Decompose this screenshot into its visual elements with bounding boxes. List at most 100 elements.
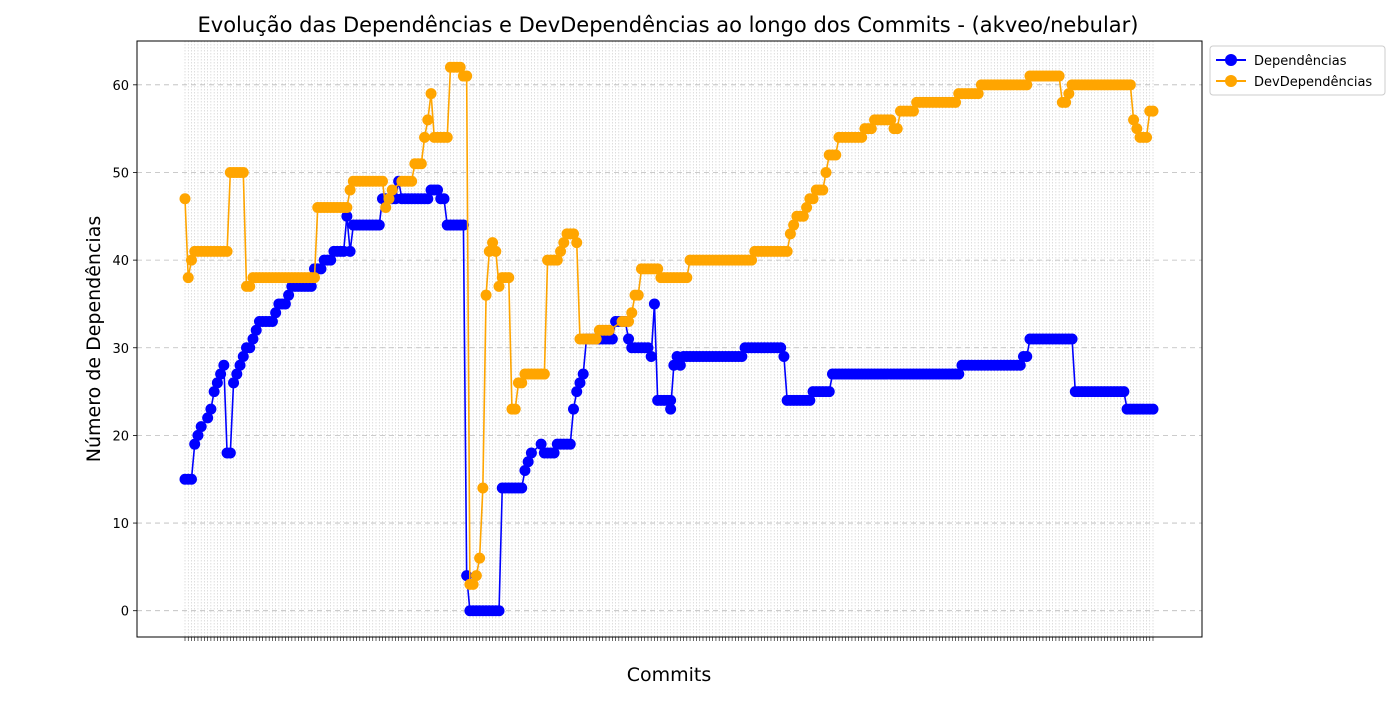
- legend-label-dependencias: Dependências: [1254, 54, 1347, 69]
- y-axis-ticks: 0 10 20 30 40 50 60: [112, 79, 137, 620]
- data-point-devdependencias: [652, 263, 664, 275]
- data-point-devdependencias: [538, 368, 550, 380]
- data-point-devdependencias: [950, 96, 962, 108]
- data-point-devdependencias: [1053, 70, 1065, 82]
- data-point-dependencias: [775, 342, 787, 354]
- data-point-dependencias: [344, 245, 356, 257]
- data-point-dependencias: [195, 421, 207, 433]
- y-tick-label: 0: [121, 605, 129, 620]
- data-point-dependencias: [325, 254, 337, 266]
- data-point-dependencias: [665, 403, 677, 415]
- data-point-devdependencias: [817, 184, 829, 196]
- data-point-devdependencias: [516, 377, 528, 389]
- data-point-devdependencias: [623, 315, 635, 327]
- data-point-dependencias: [736, 351, 748, 363]
- data-point-devdependencias: [480, 289, 492, 301]
- data-point-devdependencias: [470, 570, 482, 582]
- y-tick-label: 20: [112, 429, 129, 444]
- data-point-devdependencias: [551, 254, 563, 266]
- data-point-dependencias: [535, 438, 547, 450]
- data-point-devdependencias: [419, 131, 431, 143]
- data-point-devdependencias: [820, 166, 832, 178]
- data-point-dependencias: [438, 193, 450, 205]
- data-point-devdependencias: [221, 245, 233, 257]
- data-point-devdependencias: [406, 175, 418, 187]
- data-point-devdependencias: [626, 307, 638, 319]
- data-point-devdependencias: [490, 245, 502, 257]
- data-point-devdependencias: [461, 70, 473, 82]
- data-point-devdependencias: [567, 228, 579, 240]
- data-point-dependencias: [1021, 351, 1033, 363]
- data-point-dependencias: [645, 351, 657, 363]
- data-point-devdependencias: [467, 578, 479, 590]
- data-point-devdependencias: [788, 219, 800, 231]
- data-point-dependencias: [548, 447, 560, 459]
- data-point-dependencias: [205, 403, 217, 415]
- data-point-dependencias: [211, 377, 223, 389]
- data-point-dependencias: [373, 219, 385, 231]
- data-point-dependencias: [270, 307, 282, 319]
- series-layer: [179, 61, 1159, 617]
- data-point-dependencias: [341, 210, 353, 222]
- data-point-devdependencias: [477, 482, 489, 494]
- data-point-dependencias: [250, 324, 262, 336]
- data-point-devdependencias: [503, 272, 515, 284]
- data-point-dependencias: [665, 394, 677, 406]
- legend-box: [1209, 45, 1386, 96]
- x-axis-label: Commits: [627, 664, 712, 686]
- data-point-devdependencias: [807, 193, 819, 205]
- data-point-devdependencias: [380, 202, 392, 214]
- data-point-dependencias: [208, 386, 220, 398]
- y-tick-label: 30: [112, 342, 129, 357]
- data-point-devdependencias: [487, 237, 499, 249]
- series-dependencias: [179, 175, 1159, 617]
- data-point-devdependencias: [781, 245, 793, 257]
- data-point-devdependencias: [571, 237, 583, 249]
- legend: Dependências DevDependências: [1209, 45, 1386, 96]
- plot-frame: [136, 40, 1203, 638]
- data-point-devdependencias: [590, 333, 602, 345]
- data-point-devdependencias: [341, 202, 353, 214]
- data-point-devdependencias: [972, 88, 984, 100]
- data-point-dependencias: [283, 289, 295, 301]
- series-line-devdependencias: [184, 66, 1153, 586]
- data-point-dependencias: [279, 298, 291, 310]
- data-point-devdependencias: [454, 61, 466, 73]
- data-point-devdependencias: [441, 131, 453, 143]
- data-point-dependencias: [648, 298, 660, 310]
- data-point-dependencias: [432, 184, 444, 196]
- data-point-devdependencias: [1063, 88, 1075, 100]
- data-point-dependencias: [778, 351, 790, 363]
- data-point-dependencias: [623, 333, 635, 345]
- data-point-dependencias: [516, 482, 528, 494]
- data-point-dependencias: [1118, 386, 1130, 398]
- data-point-dependencias: [189, 438, 201, 450]
- data-point-devdependencias: [185, 254, 197, 266]
- legend-label-devdependencias: DevDependências: [1254, 75, 1372, 90]
- series-devdependencias: [179, 61, 1159, 590]
- data-point-devdependencias: [493, 280, 505, 292]
- legend-marker-dependencias: [1225, 54, 1237, 66]
- data-point-dependencias: [231, 368, 243, 380]
- data-point-dependencias: [674, 359, 686, 371]
- data-point-devdependencias: [474, 552, 486, 564]
- data-point-devdependencias: [1147, 105, 1159, 117]
- data-point-dependencias: [218, 359, 230, 371]
- data-point-dependencias: [1014, 359, 1026, 371]
- data-point-devdependencias: [383, 193, 395, 205]
- data-point-devdependencias: [558, 237, 570, 249]
- data-point-devdependencias: [415, 158, 427, 170]
- data-point-devdependencias: [1021, 79, 1033, 91]
- data-point-devdependencias: [797, 210, 809, 222]
- data-point-dependencias: [234, 359, 246, 371]
- data-point-devdependencias: [376, 175, 388, 187]
- data-point-devdependencias: [344, 184, 356, 196]
- data-point-dependencias: [224, 447, 236, 459]
- data-point-dependencias: [1066, 333, 1078, 345]
- data-point-devdependencias: [179, 193, 191, 205]
- data-point-dependencias: [564, 438, 576, 450]
- chart-title: Evolução das Dependências e DevDependênc…: [198, 13, 1139, 37]
- data-point-dependencias: [606, 333, 618, 345]
